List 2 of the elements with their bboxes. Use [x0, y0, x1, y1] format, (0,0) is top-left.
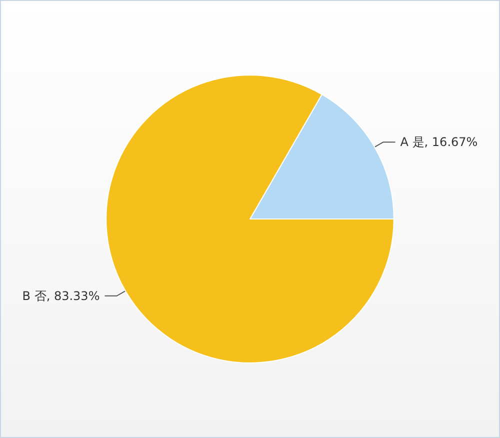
- slice-label: B 否, 83.33%: [22, 288, 100, 303]
- slice-label: A 是, 16.67%: [400, 135, 478, 150]
